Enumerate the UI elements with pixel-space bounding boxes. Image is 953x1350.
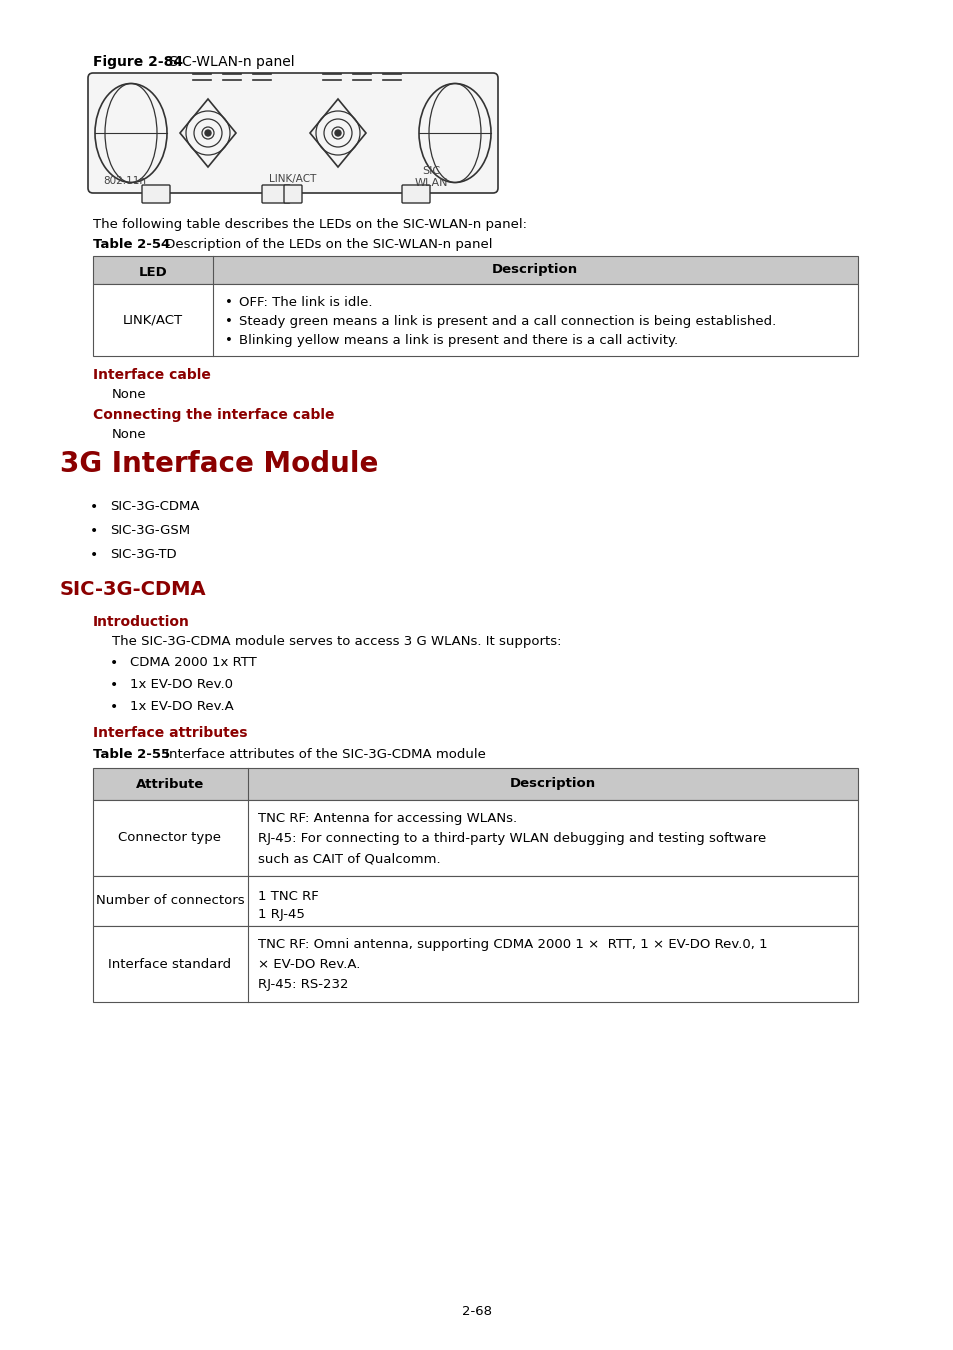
Text: •: •: [110, 656, 118, 670]
Text: LED: LED: [138, 266, 167, 279]
Text: Interface attributes of the SIC-3G-CDMA module: Interface attributes of the SIC-3G-CDMA …: [161, 748, 485, 761]
Text: •: •: [90, 524, 98, 539]
Text: SIC-3G-CDMA: SIC-3G-CDMA: [110, 500, 199, 513]
Text: SIC
WLAN: SIC WLAN: [414, 166, 447, 188]
Text: Introduction: Introduction: [92, 616, 190, 629]
Text: Blinking yellow means a link is present and there is a call activity.: Blinking yellow means a link is present …: [239, 333, 678, 347]
Text: Description: Description: [510, 778, 596, 791]
Text: Table 2-55: Table 2-55: [92, 748, 170, 761]
Text: × EV-DO Rev.A.: × EV-DO Rev.A.: [257, 958, 360, 971]
FancyBboxPatch shape: [262, 185, 290, 202]
Text: •: •: [225, 315, 233, 328]
Text: Number of connectors: Number of connectors: [95, 895, 244, 907]
Text: Interface standard: Interface standard: [109, 957, 232, 971]
Bar: [92, 256, 857, 284]
FancyBboxPatch shape: [284, 185, 302, 202]
Text: OFF: The link is idle.: OFF: The link is idle.: [239, 296, 372, 309]
Text: such as CAIT of Qualcomm.: such as CAIT of Qualcomm.: [257, 852, 440, 865]
Text: Table 2-54: Table 2-54: [92, 238, 170, 251]
Text: CDMA 2000 1x RTT: CDMA 2000 1x RTT: [130, 656, 256, 670]
Text: RJ-45: RS-232: RJ-45: RS-232: [257, 977, 348, 991]
Bar: [92, 876, 857, 926]
Text: 802.11n: 802.11n: [103, 176, 146, 186]
Circle shape: [335, 130, 340, 136]
Bar: [92, 926, 857, 1002]
Text: SIC-3G-CDMA: SIC-3G-CDMA: [60, 580, 207, 599]
Text: •: •: [225, 333, 233, 347]
Text: Attribute: Attribute: [135, 778, 204, 791]
Text: LINK/ACT: LINK/ACT: [269, 174, 316, 184]
Text: Description: Description: [492, 263, 578, 277]
Text: The following table describes the LEDs on the SIC-WLAN-n panel:: The following table describes the LEDs o…: [92, 217, 526, 231]
FancyBboxPatch shape: [401, 185, 430, 202]
Text: •: •: [110, 678, 118, 693]
Text: 3G Interface Module: 3G Interface Module: [60, 450, 378, 478]
Text: Figure 2-84: Figure 2-84: [92, 55, 183, 69]
Text: Steady green means a link is present and a call connection is being established.: Steady green means a link is present and…: [239, 315, 776, 328]
Text: LINK/ACT: LINK/ACT: [123, 313, 183, 327]
Text: 1 TNC RF: 1 TNC RF: [257, 890, 318, 903]
Text: Interface cable: Interface cable: [92, 369, 211, 382]
Text: •: •: [110, 701, 118, 714]
Text: SIC-3G-TD: SIC-3G-TD: [110, 548, 176, 562]
Text: SIC-WLAN-n panel: SIC-WLAN-n panel: [165, 55, 294, 69]
Text: RJ-45: For connecting to a third-party WLAN debugging and testing software: RJ-45: For connecting to a third-party W…: [257, 832, 765, 845]
Bar: [92, 284, 857, 356]
Text: •: •: [225, 296, 233, 309]
Text: The SIC-3G-CDMA module serves to access 3 G WLANs. It supports:: The SIC-3G-CDMA module serves to access …: [112, 634, 561, 648]
Text: 2-68: 2-68: [461, 1305, 492, 1318]
Bar: [92, 768, 857, 801]
Text: 1 RJ-45: 1 RJ-45: [257, 909, 305, 921]
Text: •: •: [90, 500, 98, 514]
Text: Connector type: Connector type: [118, 832, 221, 845]
Text: None: None: [112, 387, 147, 401]
Text: TNC RF: Omni antenna, supporting CDMA 2000 1 ×  RTT, 1 × EV-DO Rev.0, 1: TNC RF: Omni antenna, supporting CDMA 20…: [257, 938, 767, 950]
Text: Connecting the interface cable: Connecting the interface cable: [92, 408, 335, 423]
FancyBboxPatch shape: [88, 73, 497, 193]
FancyBboxPatch shape: [142, 185, 170, 202]
Text: 1x EV-DO Rev.A: 1x EV-DO Rev.A: [130, 701, 233, 713]
Text: TNC RF: Antenna for accessing WLANs.: TNC RF: Antenna for accessing WLANs.: [257, 811, 517, 825]
Text: SIC-3G-GSM: SIC-3G-GSM: [110, 524, 190, 537]
Text: Description of the LEDs on the SIC-WLAN-n panel: Description of the LEDs on the SIC-WLAN-…: [161, 238, 492, 251]
Circle shape: [205, 130, 211, 136]
Bar: [92, 801, 857, 876]
Text: Interface attributes: Interface attributes: [92, 726, 247, 740]
Text: None: None: [112, 428, 147, 441]
Text: 1x EV-DO Rev.0: 1x EV-DO Rev.0: [130, 678, 233, 691]
Text: •: •: [90, 548, 98, 562]
